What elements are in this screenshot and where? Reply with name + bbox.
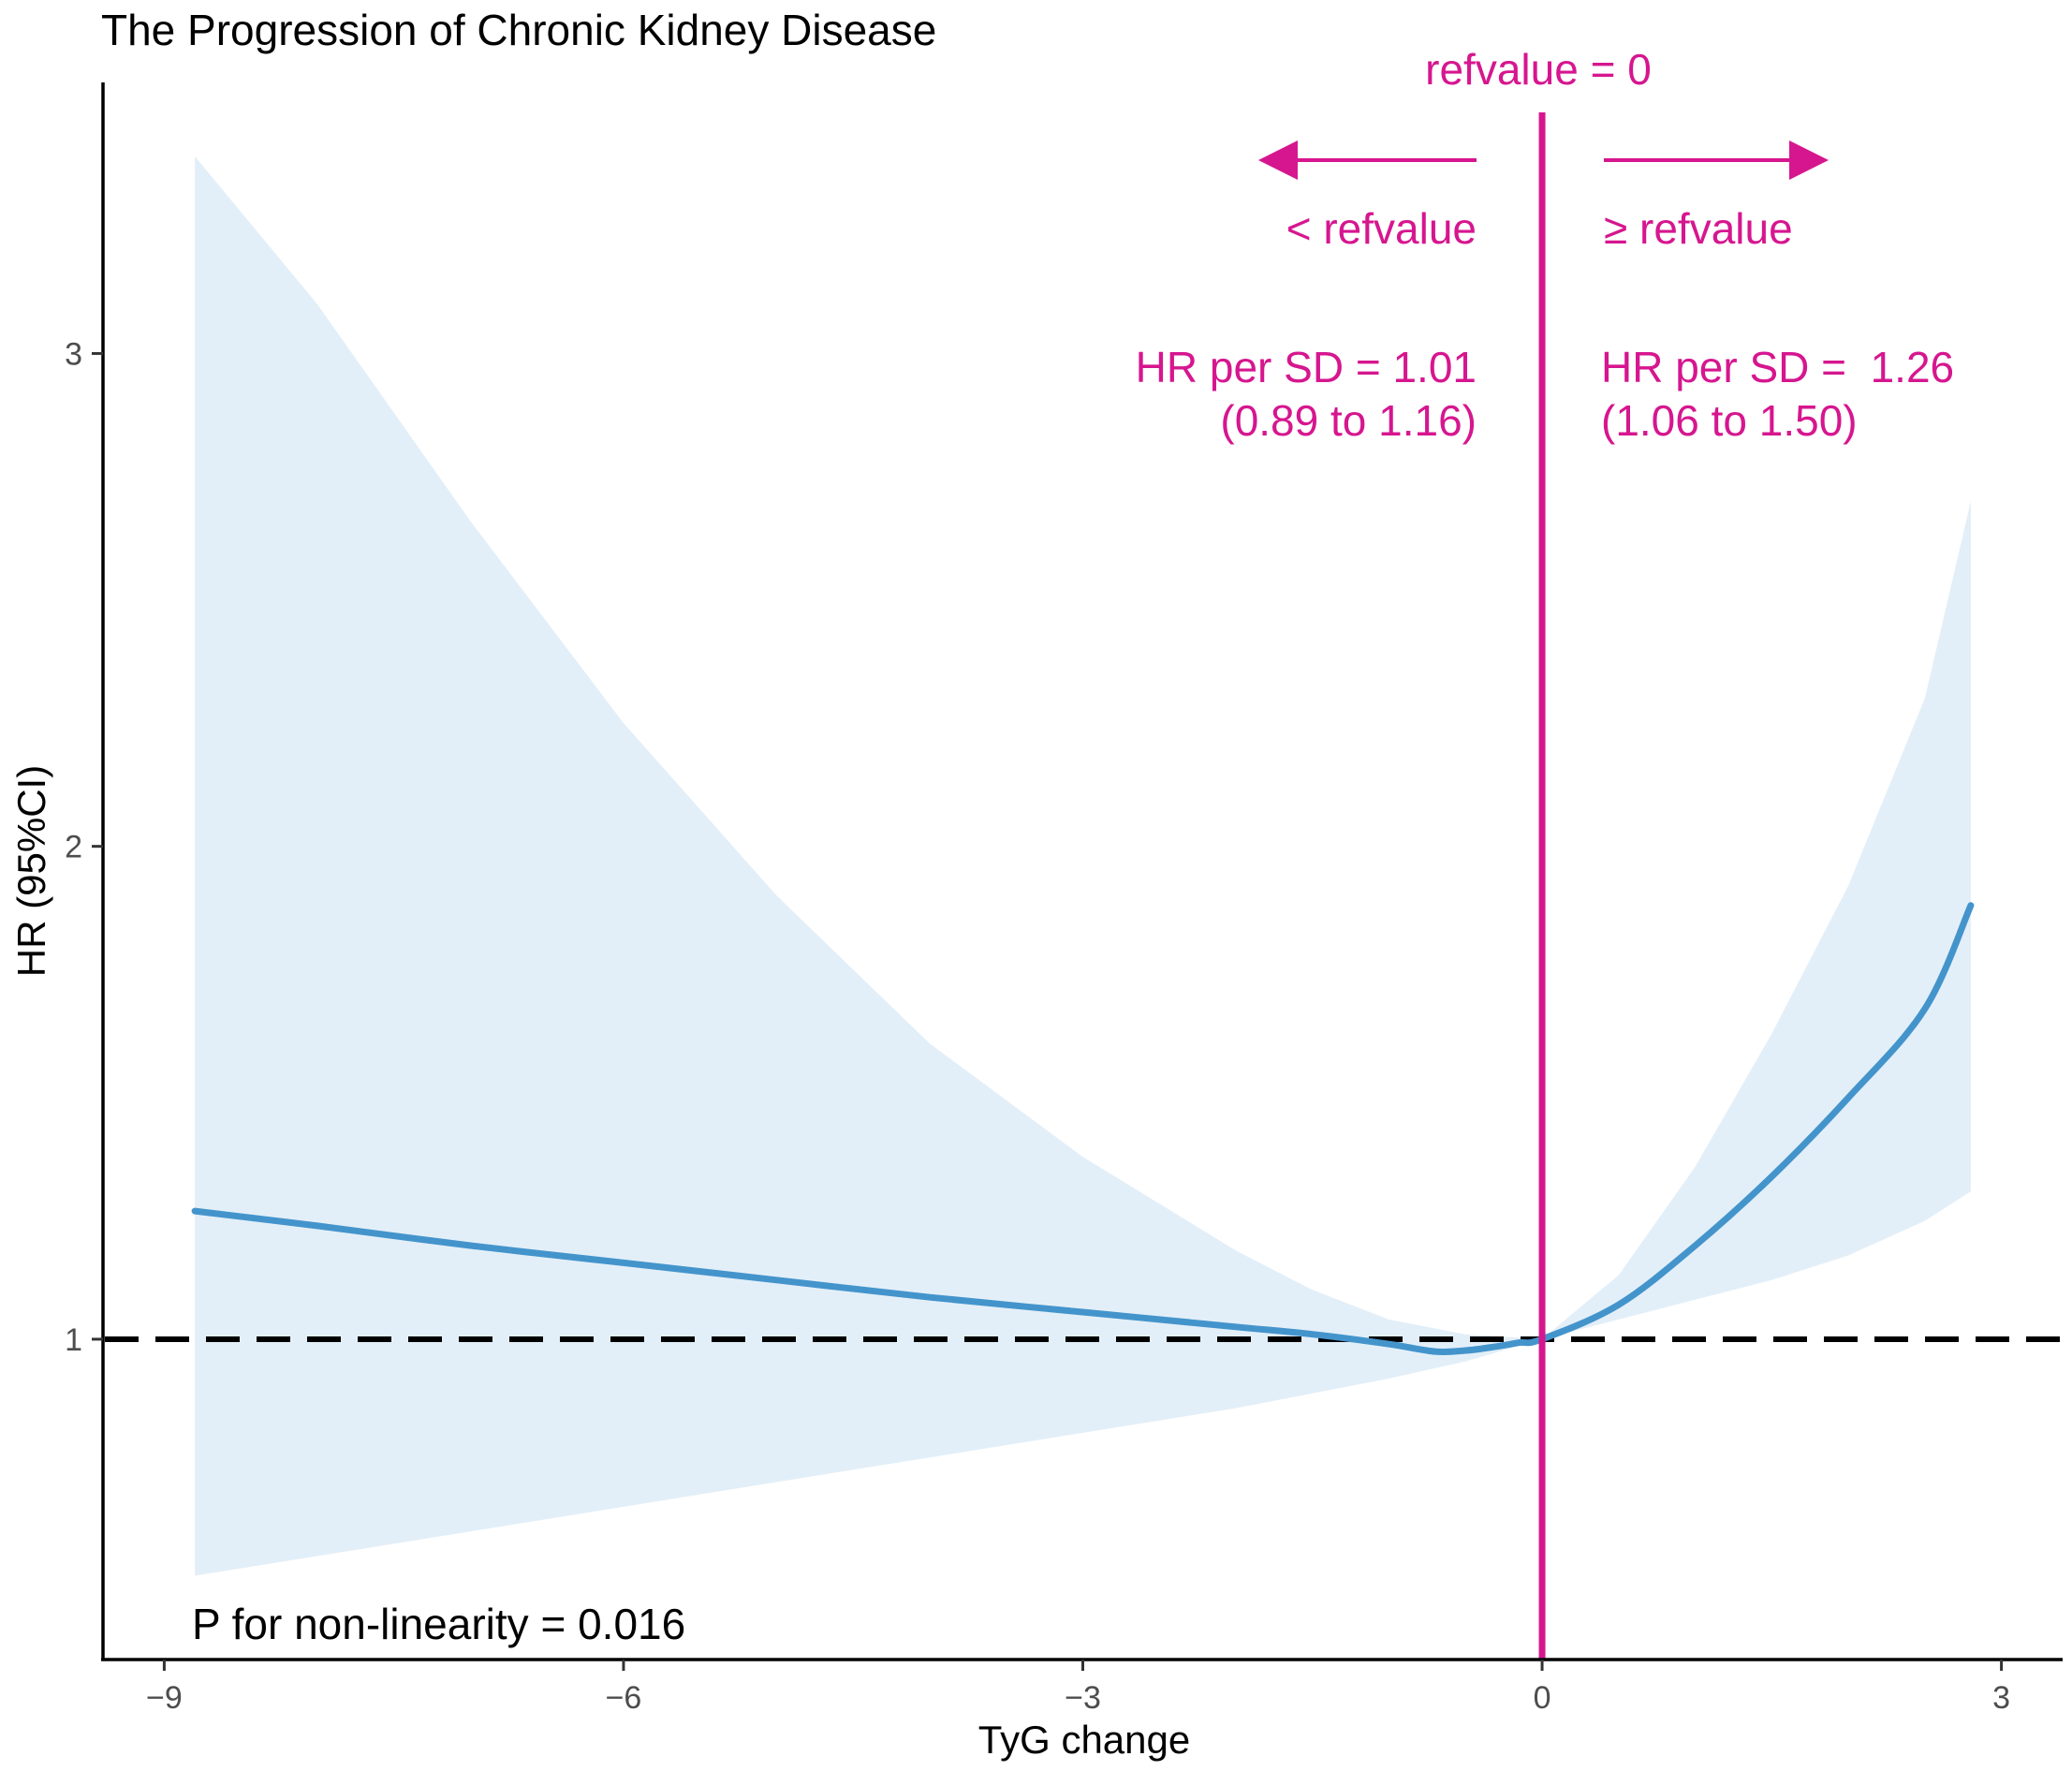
left-hr-line1: HR per SD = 1.01 [1136,343,1477,391]
right-hr-line1: HR per SD = 1.26 [1601,343,1954,391]
x-tick-label: −3 [1065,1680,1101,1716]
confidence-band [195,155,1971,1576]
y-axis-label: HR (95%CI) [9,765,53,977]
x-tick-label: 3 [1992,1680,2010,1716]
x-tick-label: −9 [146,1680,183,1716]
x-tick-label: −6 [606,1680,642,1716]
x-axis-label: TyG change [978,1718,1190,1762]
p-nonlinearity-label: P for non-linearity = 0.016 [192,1600,685,1648]
right-hr-line2: (1.06 to 1.50) [1601,396,1858,445]
right-direction-label: ≥ refvalue [1604,204,1793,253]
y-tick-label: 2 [65,830,82,865]
left-arrow-head [1258,140,1298,180]
left-direction-label: < refvalue [1286,204,1477,253]
right-arrow-head [1789,140,1829,180]
chart-title: The Progression of Chronic Kidney Diseas… [101,6,936,54]
y-tick-label: 3 [65,336,82,372]
left-hr-line2: (0.89 to 1.16) [1220,396,1477,445]
x-tick-label: 0 [1534,1680,1551,1716]
y-tick-label: 1 [65,1322,82,1358]
hr-curve [191,902,1975,1356]
refvalue-label: refvalue = 0 [1425,45,1652,94]
